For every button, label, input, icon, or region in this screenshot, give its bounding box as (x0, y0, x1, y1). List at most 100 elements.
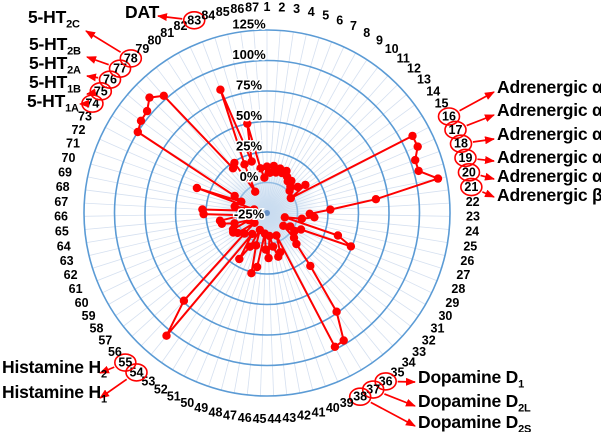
label-5-ht-2c: 5-HT2C (28, 8, 80, 31)
data-point (411, 155, 420, 165)
label-5-ht-1a: 5-HT1A (27, 91, 79, 115)
data-point (136, 116, 146, 126)
annotation-arrow (99, 365, 115, 374)
label-histamine-h-1: Histamine H1 (2, 383, 107, 406)
circled-spoke-marker (361, 380, 385, 399)
data-point (142, 106, 152, 116)
spoke-number: 10 (385, 42, 399, 56)
circled-spoke-marker (437, 107, 461, 126)
data-point (216, 85, 225, 94)
data-point (301, 180, 310, 190)
circled-spoke-marker (449, 134, 473, 154)
spoke-number: 56 (108, 345, 122, 359)
data-point (145, 93, 154, 102)
spoke-number: 1 (264, 0, 271, 14)
annotation-arrow (157, 13, 183, 22)
data-point (339, 336, 348, 345)
spoke-number: 33 (412, 345, 426, 359)
spoke-number: 53 (141, 374, 155, 388)
radial-tick: 75% (236, 78, 262, 93)
annotation-arrow (86, 56, 109, 66)
circled-spoke-marker (348, 387, 372, 407)
label-dopamine-d-1: Dopamine D1 (418, 368, 525, 391)
data-point (252, 262, 262, 272)
data-point (286, 193, 295, 203)
label-subscript: 2C (66, 18, 80, 31)
label-text: 5-HT (27, 91, 66, 111)
spoke-number: 15 (435, 97, 449, 111)
spoke-number: 34 (402, 356, 416, 370)
data-point (243, 119, 252, 128)
label-subscript: 1A (65, 102, 79, 115)
data-point (310, 213, 319, 222)
spoke-number: 71 (66, 137, 80, 151)
data-point (192, 183, 202, 193)
spoke-number: 9 (376, 33, 383, 47)
data-point (272, 231, 281, 240)
annotation-arrow (99, 378, 128, 399)
label-subscript: 1B (67, 83, 81, 96)
label-subscript: 1 (100, 393, 107, 406)
data-point (230, 219, 239, 228)
data-point (414, 166, 423, 176)
spoke-number: 79 (135, 42, 149, 56)
spoke-number: 39 (340, 396, 354, 410)
data-point (249, 205, 259, 214)
data-point (260, 173, 269, 182)
data-point (162, 331, 171, 340)
spoke-number: 3 (293, 2, 300, 16)
spoke-number: 81 (160, 26, 174, 40)
spoke-number: 85 (216, 5, 230, 19)
spoke-number: 21 (464, 180, 478, 194)
annotation-arrow (459, 91, 495, 112)
spoke-number: 6 (336, 13, 343, 27)
spoke-number: 49 (194, 401, 208, 415)
label-subscript: 2S (518, 423, 532, 432)
label-subscript: 1 (518, 378, 525, 391)
spoke-number: 2 (278, 1, 285, 15)
spoke-number: 4 (308, 5, 315, 19)
circled-spoke-marker (114, 353, 137, 372)
data-point (296, 225, 306, 234)
label-text: Histamine H (2, 357, 101, 377)
data-point (289, 233, 299, 242)
spoke-number: 43 (282, 411, 296, 425)
data-series (133, 85, 443, 351)
spoke-number: 50 (180, 396, 194, 410)
data-point (332, 307, 341, 316)
label-subscript: 2B (67, 45, 81, 58)
circled-spoke-marker (444, 120, 467, 140)
data-point (274, 252, 283, 261)
annotation-arrows (79, 13, 495, 427)
spoke-number: 44 (267, 412, 281, 426)
spoke-number: 5 (322, 9, 329, 23)
data-point (133, 127, 142, 137)
spoke-number: 63 (60, 254, 74, 268)
spoke-number: 69 (58, 165, 72, 179)
spoke-number: 42 (297, 409, 311, 423)
spoke-number: 24 (465, 225, 479, 239)
spoke-number: 58 (90, 322, 104, 336)
radial-tick: 50% (236, 108, 262, 123)
spoke-number: 32 (422, 334, 436, 348)
spoke-number: 66 (54, 210, 68, 224)
label-subscript: 2L (518, 402, 531, 415)
spoke-number: 22 (466, 195, 480, 209)
data-point (265, 168, 275, 177)
spoke-number: 80 (148, 33, 162, 47)
spoke-number: 48 (209, 405, 223, 419)
data-point (326, 205, 335, 214)
label-text: Adrenergic α (497, 77, 601, 97)
label-text: Adrenergic α (497, 124, 601, 144)
spoke-number: 84 (201, 9, 215, 23)
spoke-number: 68 (56, 180, 70, 194)
label-text: Dopamine D (418, 391, 519, 411)
spoke-number: 46 (238, 411, 252, 425)
data-point (292, 239, 301, 249)
data-point (330, 342, 340, 351)
spoke-number: 67 (54, 195, 68, 209)
annotation-arrow (481, 189, 495, 198)
circled-spoke-marker (454, 148, 477, 168)
